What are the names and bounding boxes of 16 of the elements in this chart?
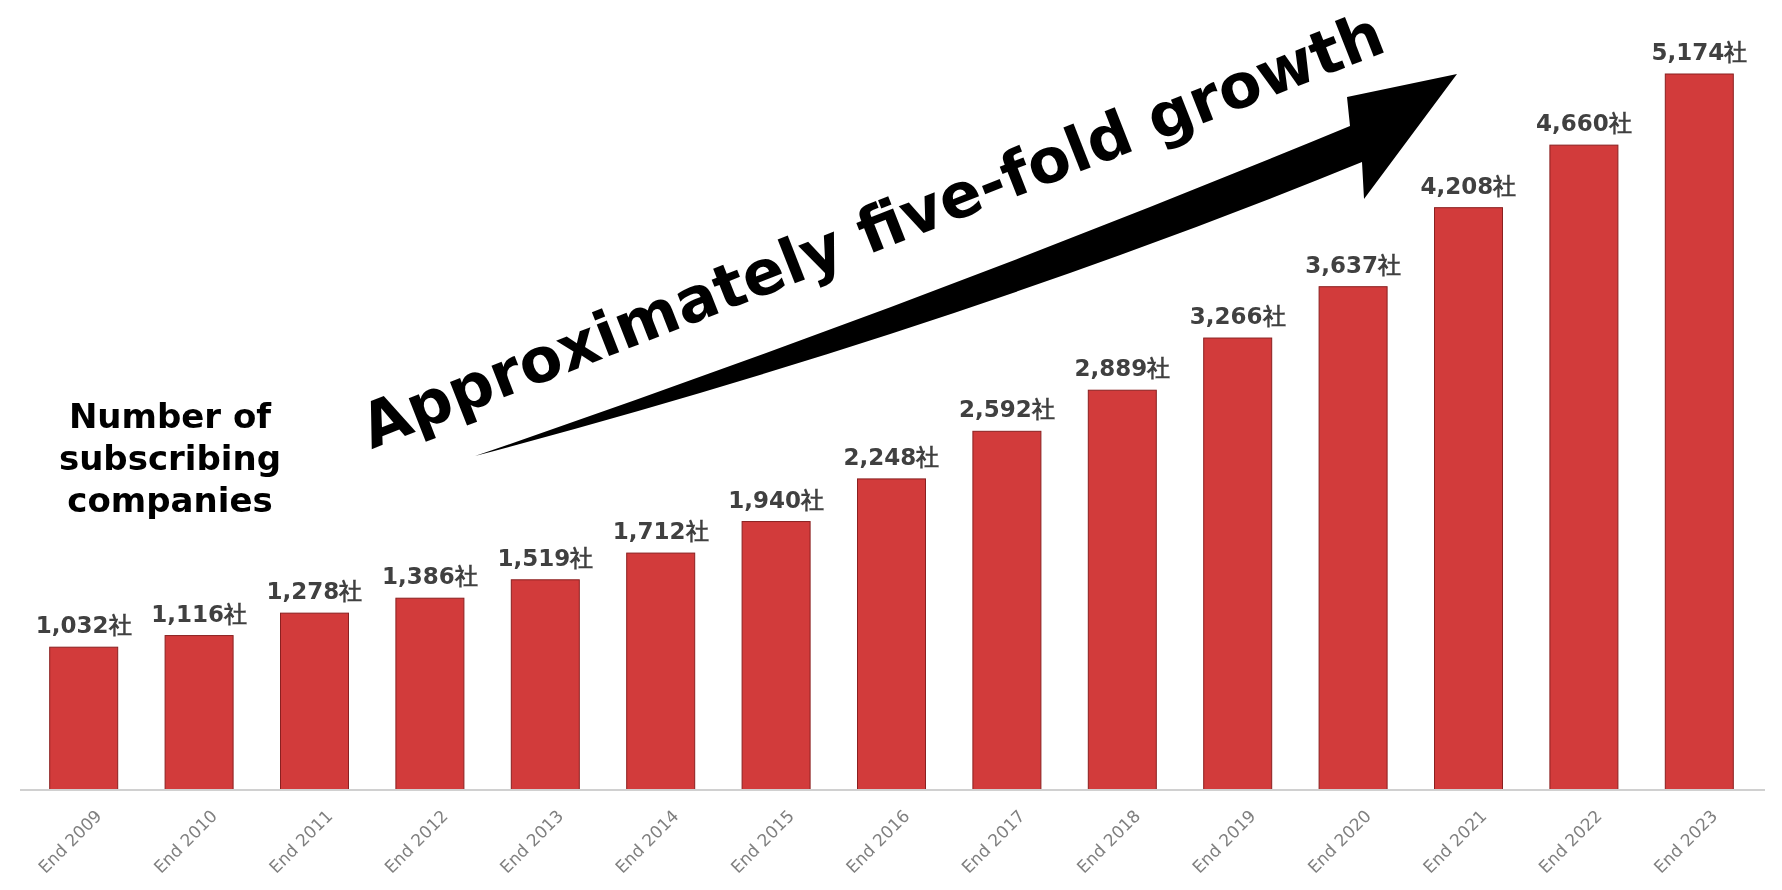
data-label: 1,278社 [266,578,363,605]
data-label: 1,032社 [35,612,132,639]
data-label: 2,592社 [959,396,1055,423]
data-label: 4,660社 [1536,110,1632,137]
data-label: 5,174社 [1651,39,1748,65]
data-label: 3,266社 [1189,303,1286,330]
data-label: 2,889社 [1074,355,1171,382]
data-label: 1,712社 [612,518,709,545]
data-label: 1,116社 [151,600,247,627]
data-label: 4,208社 [1420,172,1517,199]
data-label: 1,940社 [728,486,824,513]
data-label: 1,386社 [382,563,478,590]
data-label: 3,637社 [1305,251,1401,278]
annotation: Number of subscribing companies [57,395,283,521]
data-label: 2,248社 [843,443,940,470]
data-label: 1,519社 [497,544,594,571]
